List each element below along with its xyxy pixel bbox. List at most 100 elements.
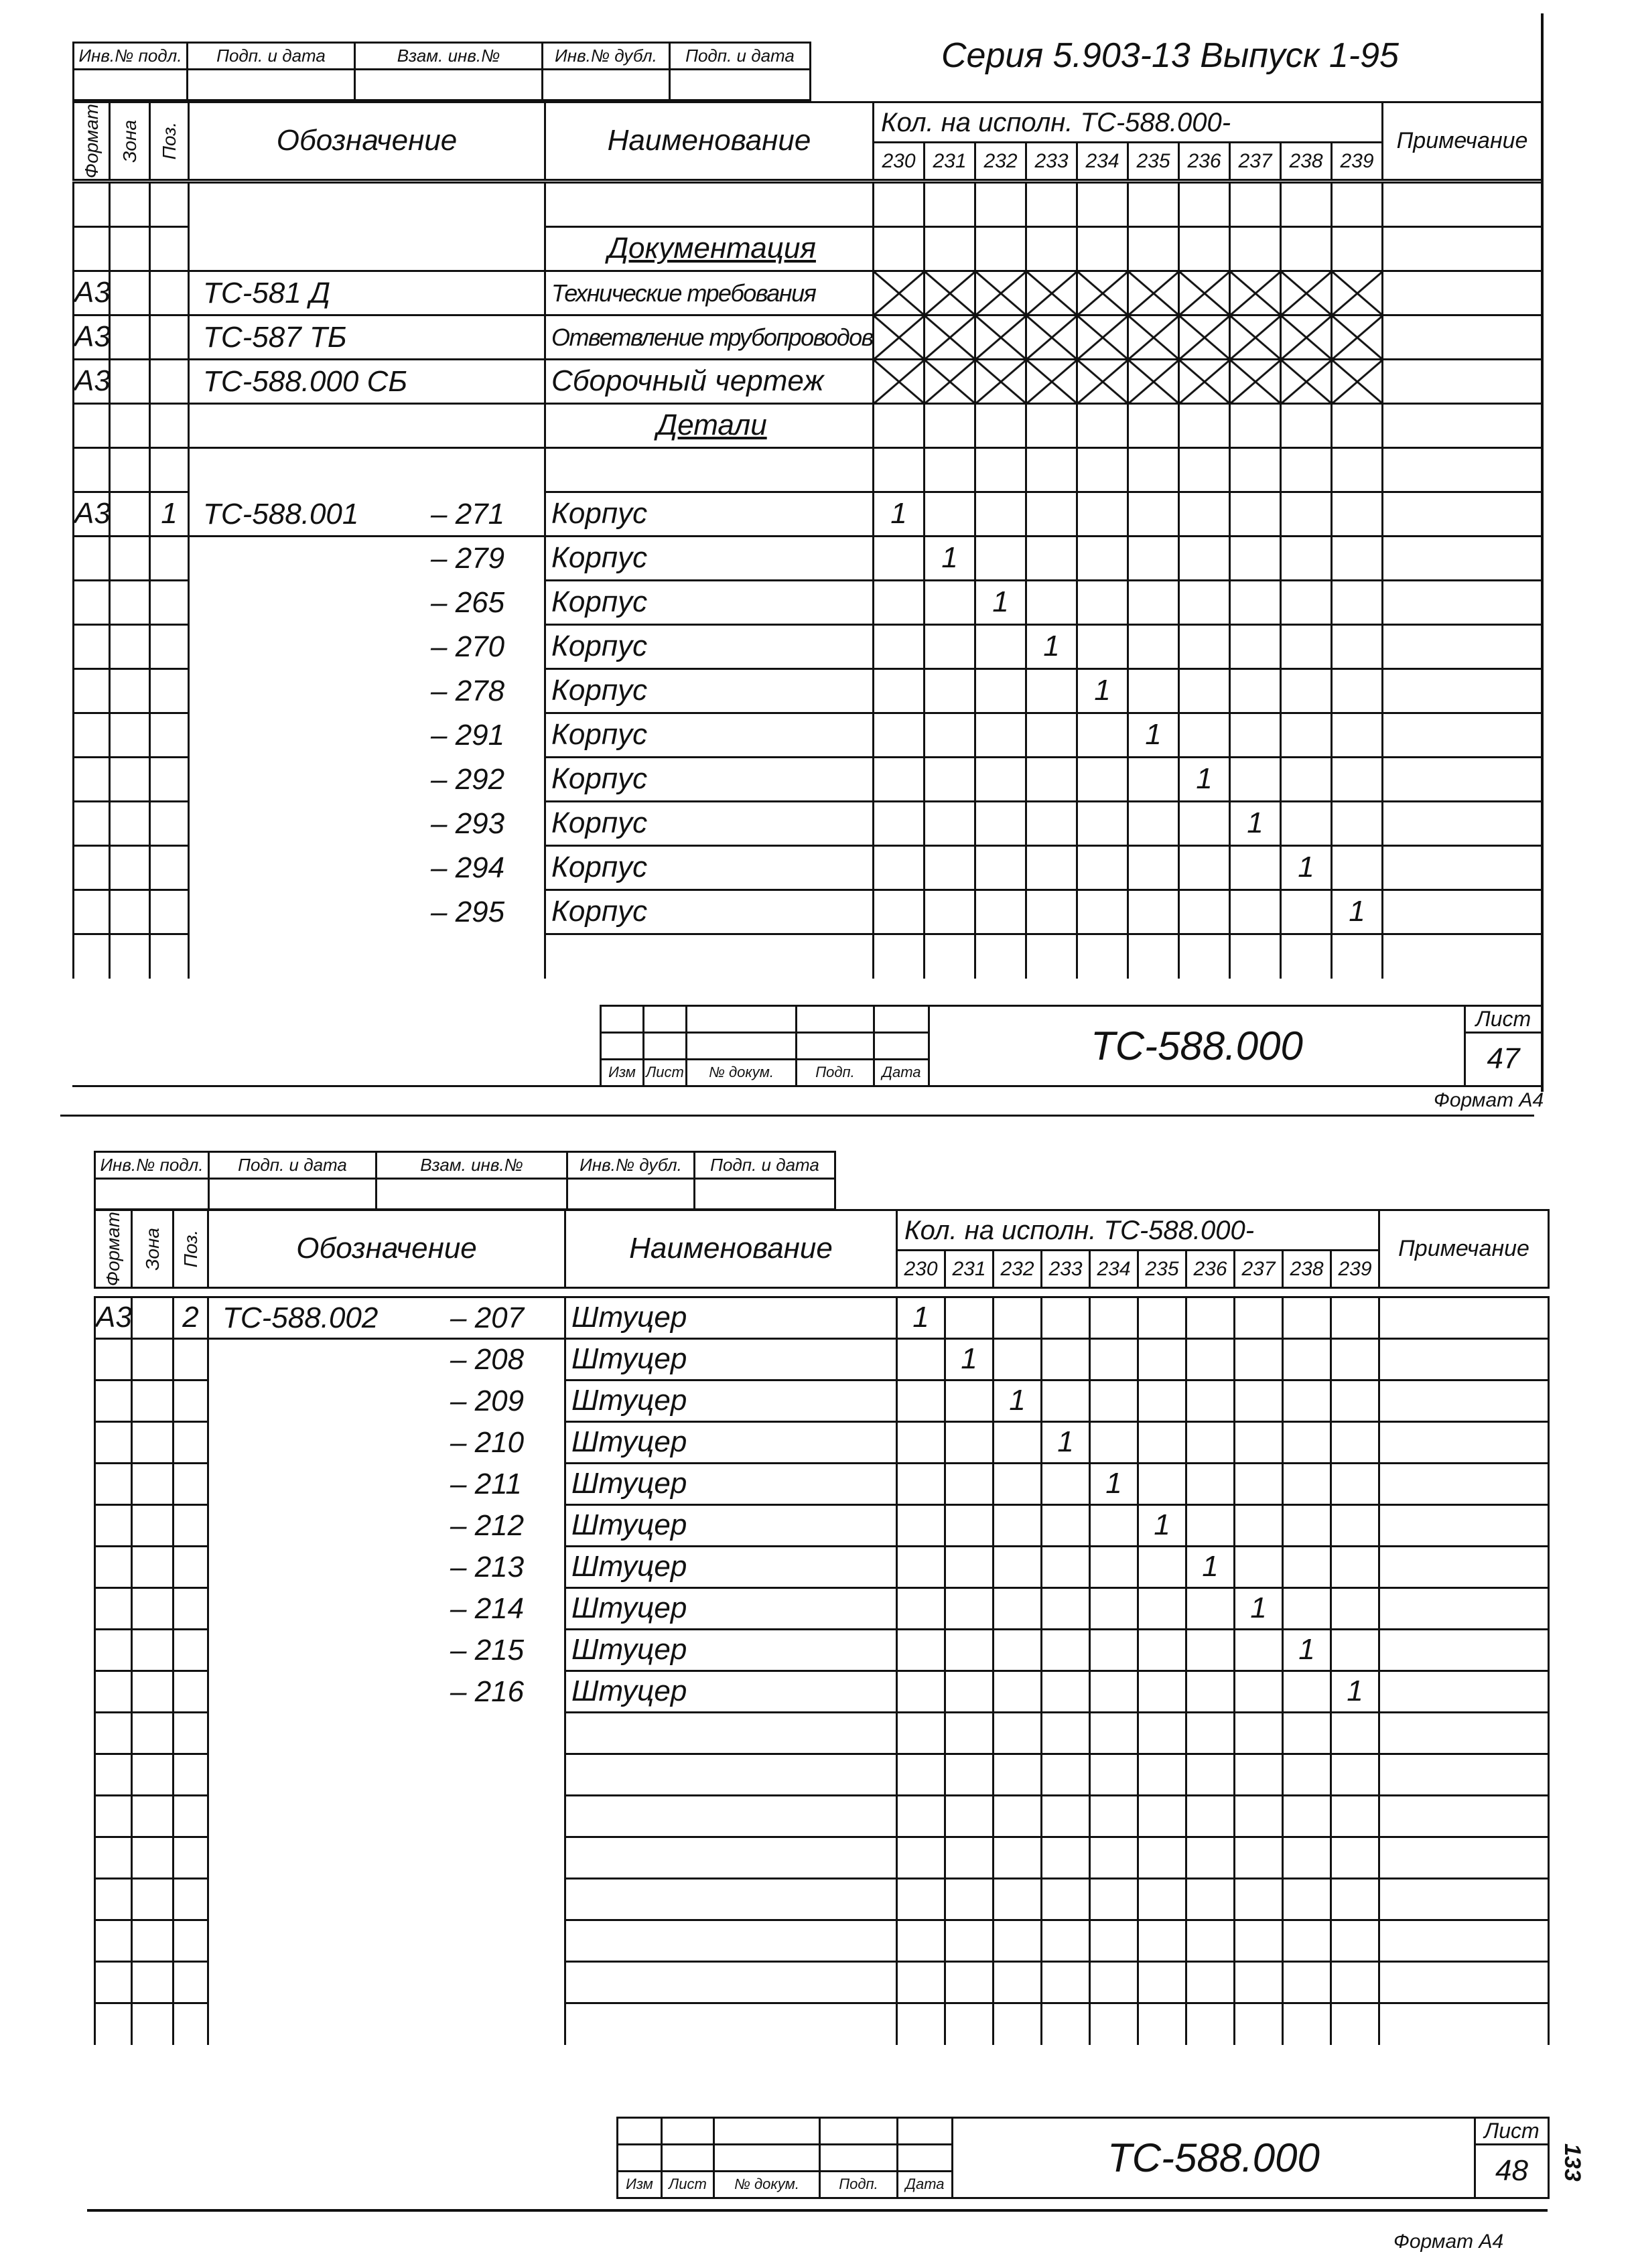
qty-cell — [896, 1836, 946, 1880]
designation-cell: – 212 — [207, 1504, 566, 1547]
qty-cell — [1185, 1961, 1235, 2004]
zone-cell — [131, 1587, 174, 1630]
format-cell — [72, 845, 111, 891]
pos-cell — [149, 800, 190, 847]
header-designation: Обозначение — [207, 1209, 566, 1289]
qty-cell — [974, 403, 1027, 449]
stamp-value — [208, 1178, 377, 1210]
note-cell — [1381, 845, 1543, 891]
header-note: Примечание — [1381, 101, 1544, 181]
variant-suffix: – 293 — [431, 807, 505, 841]
qty-cross-cell — [1280, 270, 1333, 316]
revision-label: Подп. — [819, 2170, 898, 2199]
qty-cell — [923, 579, 976, 626]
qty-cell — [944, 1462, 994, 1506]
qty-cross-cell — [1178, 314, 1231, 360]
header-qty-col: 237 — [1229, 141, 1282, 181]
qty-cell — [1025, 845, 1078, 891]
note-cell — [1378, 1296, 1550, 1340]
table-row: – 295 Корпус 1 — [72, 889, 1543, 935]
zone-cell — [131, 1338, 174, 1381]
note-cell — [1381, 933, 1543, 979]
qty-cell — [1280, 182, 1333, 228]
qty-cell — [1330, 1753, 1380, 1796]
zone-cell — [131, 1421, 174, 1464]
qty-cell — [1233, 1545, 1284, 1589]
qty-cell — [1137, 1296, 1187, 1340]
designation-text: ТС-588.002 — [222, 1302, 379, 1335]
note-cell — [1381, 889, 1543, 935]
variant-suffix: – 207 — [450, 1301, 525, 1335]
note-cell — [1378, 2002, 1550, 2045]
format-cell — [94, 1628, 133, 1672]
table-row — [94, 1877, 1550, 1921]
qty-cell — [1137, 1338, 1187, 1381]
zone-cell — [131, 1296, 174, 1340]
sheet-number: 48 — [1474, 2143, 1550, 2199]
name-cell: Корпус — [544, 579, 874, 626]
variant-suffix: – 271 — [431, 498, 505, 531]
qty-cell — [992, 1587, 1042, 1630]
zone-cell — [131, 1961, 174, 2004]
qty-cell — [1040, 1877, 1091, 1921]
header-qty-col: 233 — [1040, 1249, 1091, 1289]
designation-cell: – 216 — [207, 1670, 566, 1713]
zone-cell — [109, 668, 151, 714]
note-cell — [1381, 491, 1543, 537]
name-cell: Корпус — [544, 624, 874, 670]
qty-cell — [1025, 712, 1078, 758]
variant-suffix: – 208 — [450, 1343, 525, 1376]
qty-cell — [1233, 1836, 1284, 1880]
qty-cell — [1127, 933, 1180, 979]
qty-cell — [872, 933, 925, 979]
series-title: Серия 5.903-13 Выпуск 1-95 — [941, 36, 1399, 75]
qty-cross-cell — [1076, 314, 1129, 360]
qty-cell — [944, 1961, 994, 2004]
format-cell — [94, 1877, 133, 1921]
qty-cell — [1178, 182, 1231, 228]
qty-cross-cell — [1331, 314, 1383, 360]
qty-cell — [944, 1296, 994, 1340]
variant-suffix: – 211 — [450, 1468, 522, 1501]
note-cell — [1378, 1794, 1550, 1838]
designation-cell: – 292 — [188, 756, 546, 802]
table-row: – 216 Штуцер 1 — [94, 1670, 1550, 1713]
qty-cross-cell — [1127, 270, 1180, 316]
stamp-value — [94, 1178, 210, 1210]
revision-cell — [896, 2117, 953, 2145]
qty-cell — [1282, 2002, 1332, 2045]
format-cell — [94, 1379, 133, 1423]
designation-cell: ТС-587 ТБ — [188, 314, 546, 360]
qty-cell — [1233, 1462, 1284, 1506]
header-qty-col: 236 — [1178, 141, 1231, 181]
qty-cell — [1331, 447, 1383, 493]
format-cell — [94, 1462, 133, 1506]
qty-cell — [1330, 1836, 1380, 1880]
stamp-value — [72, 68, 188, 101]
pos-cell — [172, 1711, 209, 1755]
format-cell — [94, 1794, 133, 1838]
qty-cell — [1178, 491, 1231, 537]
name-cell — [564, 1794, 898, 1838]
note-cell — [1381, 712, 1543, 758]
name-cell: Корпус — [544, 668, 874, 714]
qty-cell — [1280, 624, 1333, 670]
name-cell — [564, 1961, 898, 2004]
note-cell — [1381, 314, 1543, 360]
revision-label: Подп. — [795, 1058, 875, 1087]
qty-cell — [923, 668, 976, 714]
note-cell — [1378, 1919, 1550, 1963]
designation-cell: ТС-588.002 – 207 — [207, 1296, 566, 1340]
qty-cell — [923, 182, 976, 228]
variant-suffix: – 278 — [431, 675, 505, 708]
spec-header-1: Формат Зона Поз. Обозначение Наименование Кол… — [72, 101, 1544, 181]
stamp-value — [375, 1178, 568, 1210]
qty-cross-cell — [1331, 358, 1383, 405]
qty-cell — [1040, 1587, 1091, 1630]
table-row: – 209 Штуцер 1 — [94, 1379, 1550, 1423]
format-label-1: Формат А4 — [1434, 1089, 1544, 1111]
qty-cell — [1089, 1338, 1139, 1381]
qty-cell — [1233, 1877, 1284, 1921]
qty-cell — [1229, 845, 1282, 891]
